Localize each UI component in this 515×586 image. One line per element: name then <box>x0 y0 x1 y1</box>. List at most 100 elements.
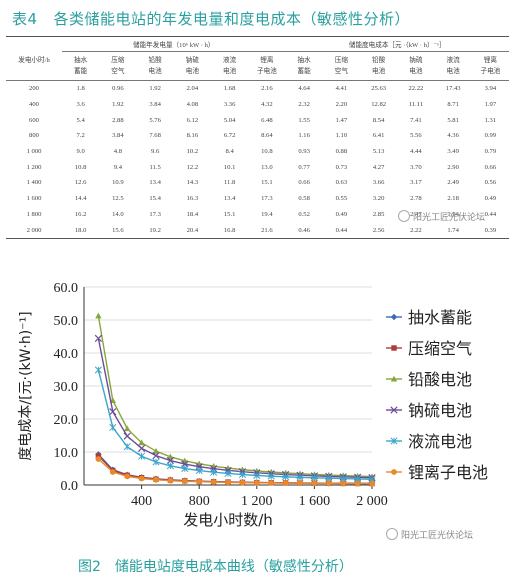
cost-cell: 0.73 <box>335 163 348 171</box>
cost-cell: 12.82 <box>371 101 387 109</box>
cost-cell: 3.66 <box>372 179 385 187</box>
data-point <box>152 458 160 466</box>
generation-cell: 17.3 <box>149 210 161 218</box>
generation-cell: 5.04 <box>223 116 236 124</box>
generation-cell: 9.4 <box>113 163 122 171</box>
data-point <box>95 456 102 462</box>
data-point <box>253 479 260 486</box>
hours-cell: 1 200 <box>26 163 42 171</box>
cost-cell: 8.71 <box>447 101 459 109</box>
wechat-icon <box>398 210 410 222</box>
legend-label: 压缩空气 <box>408 339 472 358</box>
wechat-icon <box>386 528 398 540</box>
generation-cell: 14.3 <box>186 179 199 187</box>
cost-cell: 2.78 <box>410 195 422 203</box>
cost-cell: 2.56 <box>372 226 385 234</box>
hours-cell: 1 000 <box>26 148 42 156</box>
cost-cell: 3.94 <box>484 85 497 93</box>
x-tick-label: 2 000 <box>356 494 388 509</box>
data-point <box>166 456 175 465</box>
hours-cell: 600 <box>29 116 39 124</box>
cost-cell: 0.77 <box>298 163 310 171</box>
cost-cell: 0.79 <box>484 148 497 156</box>
y-tick-label: 60.0 <box>54 281 79 296</box>
figure-caption: 图2 储能电站度电成本曲线（敏感性分析） <box>78 556 353 576</box>
row-header: 发电小时/h <box>6 36 62 81</box>
data-point <box>196 478 203 485</box>
generation-cell: 15.1 <box>261 179 273 187</box>
data-point <box>354 480 361 487</box>
data-point <box>167 477 174 484</box>
cost-cell: 0.88 <box>335 148 348 156</box>
generation-cell: 1.92 <box>112 101 124 109</box>
cost-cell: 8.54 <box>372 116 385 124</box>
cost-cell: 6.41 <box>372 132 385 140</box>
y-tick-label: 20.0 <box>54 413 79 428</box>
generation-cell: 13.4 <box>149 179 161 187</box>
table-caption: 表4 各类储能电站的年发电量和度电成本（敏感性分析） <box>12 8 410 29</box>
cost-cell: 0.46 <box>298 226 310 234</box>
generation-cell: 9.6 <box>151 148 160 156</box>
x-tick-label: 1 200 <box>241 494 273 509</box>
hours-cell: 200 <box>29 85 39 93</box>
generation-cell: 8.4 <box>225 148 234 156</box>
cost-cell: 0.66 <box>298 179 310 187</box>
data-point <box>123 432 131 440</box>
generation-cell: 6.12 <box>186 116 199 124</box>
cost-cell: 2.32 <box>298 101 310 109</box>
generation-cell: 10.2 <box>186 148 199 156</box>
cost-cell: 0.39 <box>484 226 497 234</box>
data-point <box>153 476 159 483</box>
generation-cell: 12.5 <box>112 195 124 203</box>
cost-cell: 0.93 <box>298 148 310 156</box>
cost-cell: 0.99 <box>484 132 497 140</box>
generation-cell: 19.2 <box>149 226 161 234</box>
legend-label: 钠硫电池 <box>408 401 472 420</box>
watermark-text: 阳光工匠光伏论坛 <box>401 531 474 541</box>
cost-cell: 0.56 <box>484 179 497 187</box>
cost-cell: 0.44 <box>335 226 348 234</box>
generation-cell: 13.0 <box>261 163 273 171</box>
data-point <box>310 474 318 482</box>
generation-cell: 14.4 <box>74 195 87 203</box>
data-point <box>123 443 131 451</box>
series-line <box>97 338 373 479</box>
gen-col-header: 钠硫 电池 <box>185 57 199 75</box>
data-point <box>238 470 246 479</box>
data-point <box>225 479 231 486</box>
cost-cell: 1.74 <box>447 226 459 234</box>
cost-cell: 0.44 <box>484 210 497 218</box>
cost-cell: 1.16 <box>298 132 310 140</box>
data-point <box>282 480 289 487</box>
data-point <box>138 439 145 446</box>
generation-cell: 8.64 <box>261 132 273 140</box>
generation-cell: 19.4 <box>261 210 273 218</box>
data-point <box>137 444 146 452</box>
generation-cell: 2.04 <box>186 85 199 93</box>
cost-cell: 22.22 <box>408 85 424 93</box>
generation-cell: 0.96 <box>112 85 124 93</box>
generation-cell: 16.3 <box>186 195 199 203</box>
data-point <box>152 447 160 454</box>
figure-title: 储能电站度电成本曲线（敏感性分析） <box>114 559 353 575</box>
generation-cell: 5.76 <box>149 116 161 124</box>
table-row: 600 5.4 2.88 5.76 6.12 5.04 6.48 1.55 1.47 8.54 7.… <box>6 112 509 128</box>
data-point <box>224 469 232 478</box>
legend-marker <box>391 345 397 351</box>
table-row: 800 7.2 3.84 7.68 8.16 6.72 8.64 1.16 1.10 6.41 5.… <box>6 128 509 144</box>
table-row: 1 400 12.6 10.9 13.4 14.3 11.8 15.1 0.66 0.63 3.6… <box>6 175 509 191</box>
generation-cell: 20.4 <box>186 226 199 234</box>
generation-cell: 15.4 <box>149 195 161 203</box>
cost-col-header: 抽水 蓄能 <box>297 57 311 75</box>
cost-col-header: 压缩 空气 <box>334 57 348 75</box>
gen-col-header: 抽水 蓄能 <box>74 57 88 75</box>
data-point <box>138 452 146 460</box>
generation-cell: 12.6 <box>74 179 87 187</box>
data-point <box>297 480 303 487</box>
generation-cell: 7.68 <box>149 132 161 140</box>
cost-cell: 2.47 <box>410 210 422 218</box>
generation-cell: 4.8 <box>113 148 122 156</box>
legend-label: 铅酸电池 <box>408 370 472 389</box>
generation-cell: 6.72 <box>223 132 236 140</box>
generation-cell: 8.16 <box>186 132 199 140</box>
